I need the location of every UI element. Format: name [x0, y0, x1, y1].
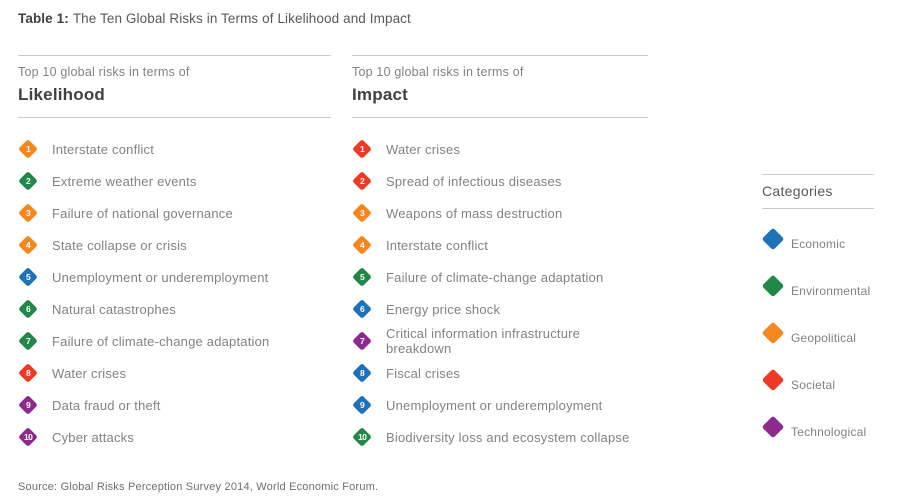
risk-row: 4 State collapse or crisis — [18, 229, 331, 261]
risk-label: Failure of climate-change adaptation — [386, 269, 604, 285]
risk-rank-diamond-icon: 10 — [18, 427, 38, 447]
risk-label: Data fraud or theft — [52, 397, 161, 413]
risk-label: Natural catastrophes — [52, 301, 176, 317]
legend-item: Economic — [761, 215, 874, 262]
legend-item: Geopolitical — [761, 309, 874, 356]
risk-label: Weapons of mass destruction — [386, 205, 563, 221]
risk-rank-diamond-icon: 3 — [352, 203, 372, 223]
likelihood-risk-list: 1 Interstate conflict 2 Extreme weather … — [18, 133, 331, 453]
risk-rank-diamond-icon: 6 — [18, 299, 38, 319]
category-diamond-icon — [761, 415, 785, 438]
legend-item: Technological — [761, 403, 874, 450]
impact-kicker: Top 10 global risks in terms of — [352, 65, 524, 79]
risk-label: Unemployment or underemployment — [386, 397, 603, 413]
risk-rank-diamond-icon: 6 — [352, 299, 372, 319]
risk-rank-diamond-icon: 10 — [352, 427, 372, 447]
risk-row: 1 Interstate conflict — [18, 133, 331, 165]
risk-rank-diamond-icon: 3 — [18, 203, 38, 223]
risk-row: 1 Water crises — [352, 133, 648, 165]
risk-label: Biodiversity loss and ecosystem collapse — [386, 429, 630, 445]
category-label: Societal — [791, 377, 836, 392]
categories-header: Categories — [762, 174, 874, 209]
risk-rank-diamond-icon: 5 — [18, 267, 38, 287]
risk-row: 7 Critical information infrastructure br… — [352, 325, 648, 357]
categories-legend: Categories Economic Environmental Geopol… — [761, 174, 874, 450]
risk-rank-diamond-icon: 8 — [18, 363, 38, 383]
likelihood-heading: Likelihood — [18, 85, 105, 104]
risk-label: Interstate conflict — [52, 141, 155, 157]
source-note: Source: Global Risks Perception Survey 2… — [18, 481, 379, 493]
risk-rank-diamond-icon: 4 — [18, 235, 38, 255]
risk-label: State collapse or crisis — [52, 237, 187, 253]
category-label: Geopolitical — [791, 330, 857, 345]
category-diamond-icon — [761, 368, 785, 391]
risk-rank-diamond-icon: 5 — [352, 267, 372, 287]
risk-label: Interstate conflict — [386, 237, 489, 253]
risk-row: 10 Cyber attacks — [18, 421, 331, 453]
risk-row: 5 Failure of climate-change adaptation — [352, 261, 648, 293]
risk-row: 9 Data fraud or theft — [18, 389, 331, 421]
likelihood-header: Top 10 global risks in terms of Likeliho… — [18, 55, 331, 118]
risk-label: Cyber attacks — [52, 429, 135, 445]
categories-list: Economic Environmental Geopolitical Soci… — [761, 215, 874, 450]
risk-rank-diamond-icon: 4 — [352, 235, 372, 255]
impact-risk-list: 1 Water crises 2 Spread of infectious di… — [352, 133, 648, 453]
category-label: Environmental — [791, 283, 871, 298]
risk-rank-diamond-icon: 7 — [352, 331, 372, 351]
risk-row: 3 Failure of national governance — [18, 197, 331, 229]
risk-row: 5 Unemployment or underemployment — [18, 261, 331, 293]
risk-row: 2 Extreme weather events — [18, 165, 331, 197]
risk-label: Extreme weather events — [52, 173, 197, 189]
risk-row: 4 Interstate conflict — [352, 229, 648, 261]
legend-item: Environmental — [761, 262, 874, 309]
risk-label: Spread of infectious diseases — [386, 173, 562, 189]
risk-row: 7 Failure of climate-change adaptation — [18, 325, 331, 357]
risk-rank-diamond-icon: 7 — [18, 331, 38, 351]
risk-rank-diamond-icon: 8 — [352, 363, 372, 383]
risk-label: Failure of national governance — [52, 205, 233, 221]
risk-label: Energy price shock — [386, 301, 501, 317]
risk-row: 9 Unemployment or underemployment — [352, 389, 648, 421]
impact-heading: Impact — [352, 85, 408, 104]
category-diamond-icon — [761, 321, 785, 344]
risk-rank-diamond-icon: 1 — [352, 139, 372, 159]
category-diamond-icon — [761, 227, 785, 250]
risk-row: 2 Spread of infectious diseases — [352, 165, 648, 197]
category-label: Technological — [791, 424, 867, 439]
category-label: Economic — [791, 236, 846, 251]
risk-label: Unemployment or underemployment — [52, 269, 269, 285]
table-number-label: Table 1: — [18, 11, 69, 26]
risk-row: 8 Fiscal crises — [352, 357, 648, 389]
risk-label: Water crises — [386, 141, 461, 157]
likelihood-kicker: Top 10 global risks in terms of — [18, 65, 190, 79]
risk-rank-diamond-icon: 2 — [352, 171, 372, 191]
impact-header: Top 10 global risks in terms of Impact — [352, 55, 648, 118]
risk-label: Critical information infrastructure brea… — [386, 326, 581, 356]
risk-label: Water crises — [52, 365, 127, 381]
risk-label: Fiscal crises — [386, 365, 461, 381]
table-title: Table 1: The Ten Global Risks in Terms of… — [18, 11, 411, 26]
risk-label: Failure of climate-change adaptation — [52, 333, 270, 349]
table-title-text: The Ten Global Risks in Terms of Likelih… — [72, 11, 411, 26]
risk-rank-diamond-icon: 1 — [18, 139, 38, 159]
risk-row: 6 Natural catastrophes — [18, 293, 331, 325]
risk-row: 6 Energy price shock — [352, 293, 648, 325]
likelihood-column: Top 10 global risks in terms of Likeliho… — [18, 55, 331, 453]
risk-rank-diamond-icon: 9 — [18, 395, 38, 415]
category-diamond-icon — [761, 274, 785, 297]
impact-column: Top 10 global risks in terms of Impact 1… — [352, 55, 648, 453]
risk-row: 10 Biodiversity loss and ecosystem colla… — [352, 421, 648, 453]
legend-item: Societal — [761, 356, 874, 403]
categories-title: Categories — [762, 183, 833, 199]
risk-row: 3 Weapons of mass destruction — [352, 197, 648, 229]
risk-rank-diamond-icon: 2 — [18, 171, 38, 191]
risk-rank-diamond-icon: 9 — [352, 395, 372, 415]
risk-row: 8 Water crises — [18, 357, 331, 389]
